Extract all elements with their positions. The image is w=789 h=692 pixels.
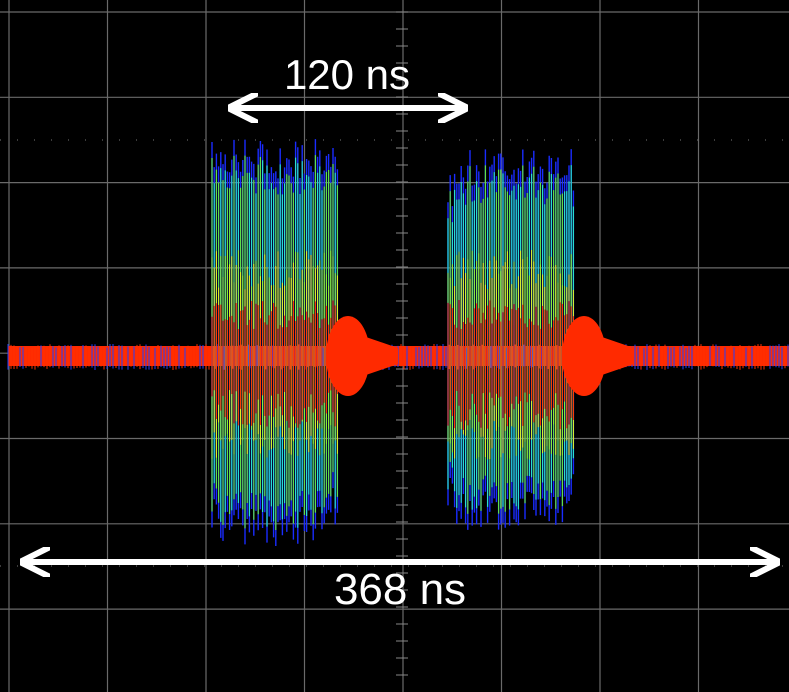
- oscilloscope-screen: 120 ns 368 ns: [0, 0, 789, 692]
- total-duration-label: 368 ns: [334, 565, 466, 614]
- pulse-width-label: 120 ns: [284, 51, 410, 98]
- page: 120 ns 368 ns (() => { const data = JSON…: [0, 0, 789, 692]
